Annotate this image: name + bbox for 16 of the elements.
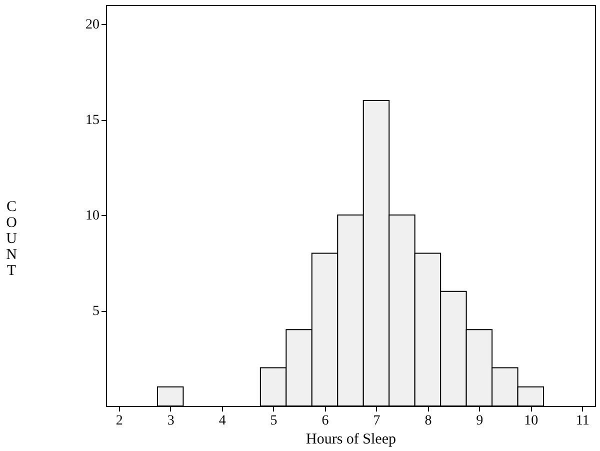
x-tick-label: 11 (576, 414, 590, 428)
y-tick-label: 10 (86, 208, 100, 224)
x-tick-label: 5 (270, 414, 278, 428)
y-tick-label: 15 (86, 113, 100, 128)
x-tick-label: 9 (476, 414, 484, 428)
x-tick-label: 3 (167, 414, 174, 428)
x-tick-label: 2 (116, 414, 123, 428)
y-tick-label: 20 (86, 18, 100, 33)
x-tick-label: 6 (322, 414, 329, 428)
x-tick-label: 4 (218, 414, 226, 428)
y-tick-label: 5 (92, 304, 100, 320)
x-tick-label: 7 (373, 414, 380, 428)
y-axis-title: COUNT (6, 199, 18, 279)
x-tick-label: 10 (524, 414, 538, 428)
x-tick-label: 8 (424, 414, 432, 428)
x-axis-title: Hours of Sleep (306, 432, 396, 448)
